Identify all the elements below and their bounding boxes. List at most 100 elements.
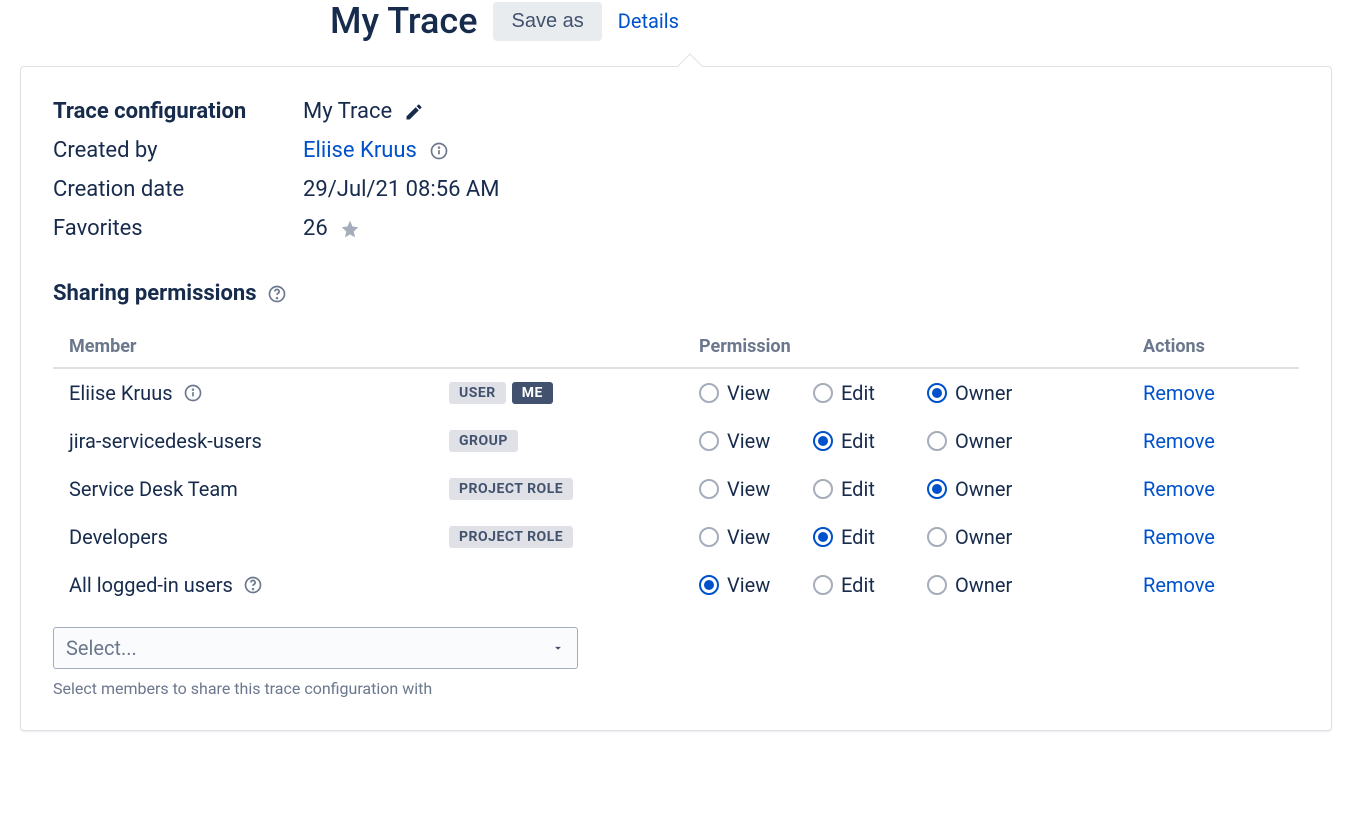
config-heading: Trace configuration [53,99,303,124]
panel-pointer [677,53,702,78]
select-placeholder: Select... [66,636,137,660]
badges: USER ME [449,382,699,404]
radio-label: Owner [955,381,1012,405]
member-cell: Developers [69,525,449,549]
remove-link[interactable]: Remove [1143,381,1283,405]
radio-input[interactable] [699,479,719,499]
radio-input[interactable] [699,527,719,547]
radio-owner[interactable]: Owner [927,429,1017,453]
radio-input[interactable] [927,575,947,595]
star-icon[interactable] [340,219,360,239]
radio-input[interactable] [813,479,833,499]
badge: GROUP [449,430,518,452]
radio-label: View [727,429,770,453]
help-icon[interactable] [267,284,287,304]
radio-label: Owner [955,525,1012,549]
radio-input[interactable] [813,383,833,403]
radio-edit[interactable]: Edit [813,381,903,405]
remove-link[interactable]: Remove [1143,477,1283,501]
radio-label: Edit [841,573,875,597]
badge: USER [449,382,506,404]
permissions-header: Member Permission Actions [53,326,1299,369]
radio-edit[interactable]: Edit [813,573,903,597]
remove-link[interactable]: Remove [1143,573,1283,597]
badge: PROJECT ROLE [449,478,573,500]
col-actions: Actions [1143,336,1283,357]
radio-view[interactable]: View [699,381,789,405]
permission-options: View Edit Owner [699,429,1143,453]
radio-input[interactable] [813,431,833,451]
radio-input[interactable] [813,527,833,547]
badge: ME [512,382,553,404]
creation-date-label: Creation date [53,177,303,202]
member-select[interactable]: Select... [53,627,578,669]
radio-label: Edit [841,525,875,549]
radio-input[interactable] [699,431,719,451]
page-title: My Trace [330,0,477,42]
table-row: Developers PROJECT ROLE View Edit Owner Remov… [53,513,1299,561]
permissions-table: Member Permission Actions Eliise Kruus US… [53,326,1299,609]
created-by-link[interactable]: Eliise Kruus [303,138,417,163]
badges: PROJECT ROLE [449,478,699,500]
permission-options: View Edit Owner [699,381,1143,405]
radio-owner[interactable]: Owner [927,525,1017,549]
radio-owner[interactable]: Owner [927,573,1017,597]
table-row: Service Desk Team PROJECT ROLE View Edit Own… [53,465,1299,513]
sharing-heading: Sharing permissions [53,281,257,306]
permission-options: View Edit Owner [699,573,1143,597]
radio-view[interactable]: View [699,525,789,549]
pencil-icon[interactable] [404,102,424,122]
member-name: Service Desk Team [69,477,238,501]
sharing-heading-row: Sharing permissions [53,281,1299,306]
table-row: jira-servicedesk-usersGROUP View Edit Owner… [53,417,1299,465]
radio-view[interactable]: View [699,477,789,501]
help-icon[interactable] [243,575,263,595]
member-name: Eliise Kruus [69,381,173,405]
radio-view[interactable]: View [699,573,789,597]
badge: PROJECT ROLE [449,526,573,548]
radio-label: Edit [841,477,875,501]
radio-input[interactable] [927,383,947,403]
table-row: Eliise Kruus USER ME View Edit Owner Remove [53,369,1299,417]
config-name-row: My Trace [303,99,1299,124]
member-cell: jira-servicedesk-users [69,429,449,453]
table-row: All logged-in users View Edit Owner Remove [53,561,1299,609]
info-icon[interactable] [183,383,203,403]
badges: PROJECT ROLE [449,526,699,548]
member-cell: All logged-in users [69,573,449,597]
permission-options: View Edit Owner [699,477,1143,501]
chevron-down-icon [551,641,565,655]
radio-input[interactable] [699,383,719,403]
radio-label: Owner [955,429,1012,453]
radio-view[interactable]: View [699,429,789,453]
permission-options: View Edit Owner [699,525,1143,549]
page-header: My Trace Save as Details [330,0,1352,54]
radio-input[interactable] [927,479,947,499]
creation-date-value: 29/Jul/21 08:56 AM [303,177,1299,202]
config-grid: Trace configuration My Trace Created by … [53,99,1299,241]
radio-input[interactable] [699,575,719,595]
radio-owner[interactable]: Owner [927,477,1017,501]
radio-owner[interactable]: Owner [927,381,1017,405]
created-by-label: Created by [53,138,303,163]
remove-link[interactable]: Remove [1143,525,1283,549]
member-name: All logged-in users [69,573,233,597]
col-permission: Permission [699,336,1143,357]
save-as-button[interactable]: Save as [493,2,601,41]
radio-input[interactable] [927,431,947,451]
radio-edit[interactable]: Edit [813,525,903,549]
info-icon[interactable] [429,141,449,161]
col-member: Member [69,336,699,357]
remove-link[interactable]: Remove [1143,429,1283,453]
radio-label: Edit [841,429,875,453]
radio-edit[interactable]: Edit [813,477,903,501]
radio-input[interactable] [813,575,833,595]
favorites-count: 26 [303,216,328,241]
radio-input[interactable] [927,527,947,547]
radio-edit[interactable]: Edit [813,429,903,453]
favorites-label: Favorites [53,216,303,241]
select-helper-text: Select members to share this trace confi… [53,679,1299,698]
member-cell: Service Desk Team [69,477,449,501]
details-link[interactable]: Details [618,9,679,33]
member-name: Developers [69,525,168,549]
